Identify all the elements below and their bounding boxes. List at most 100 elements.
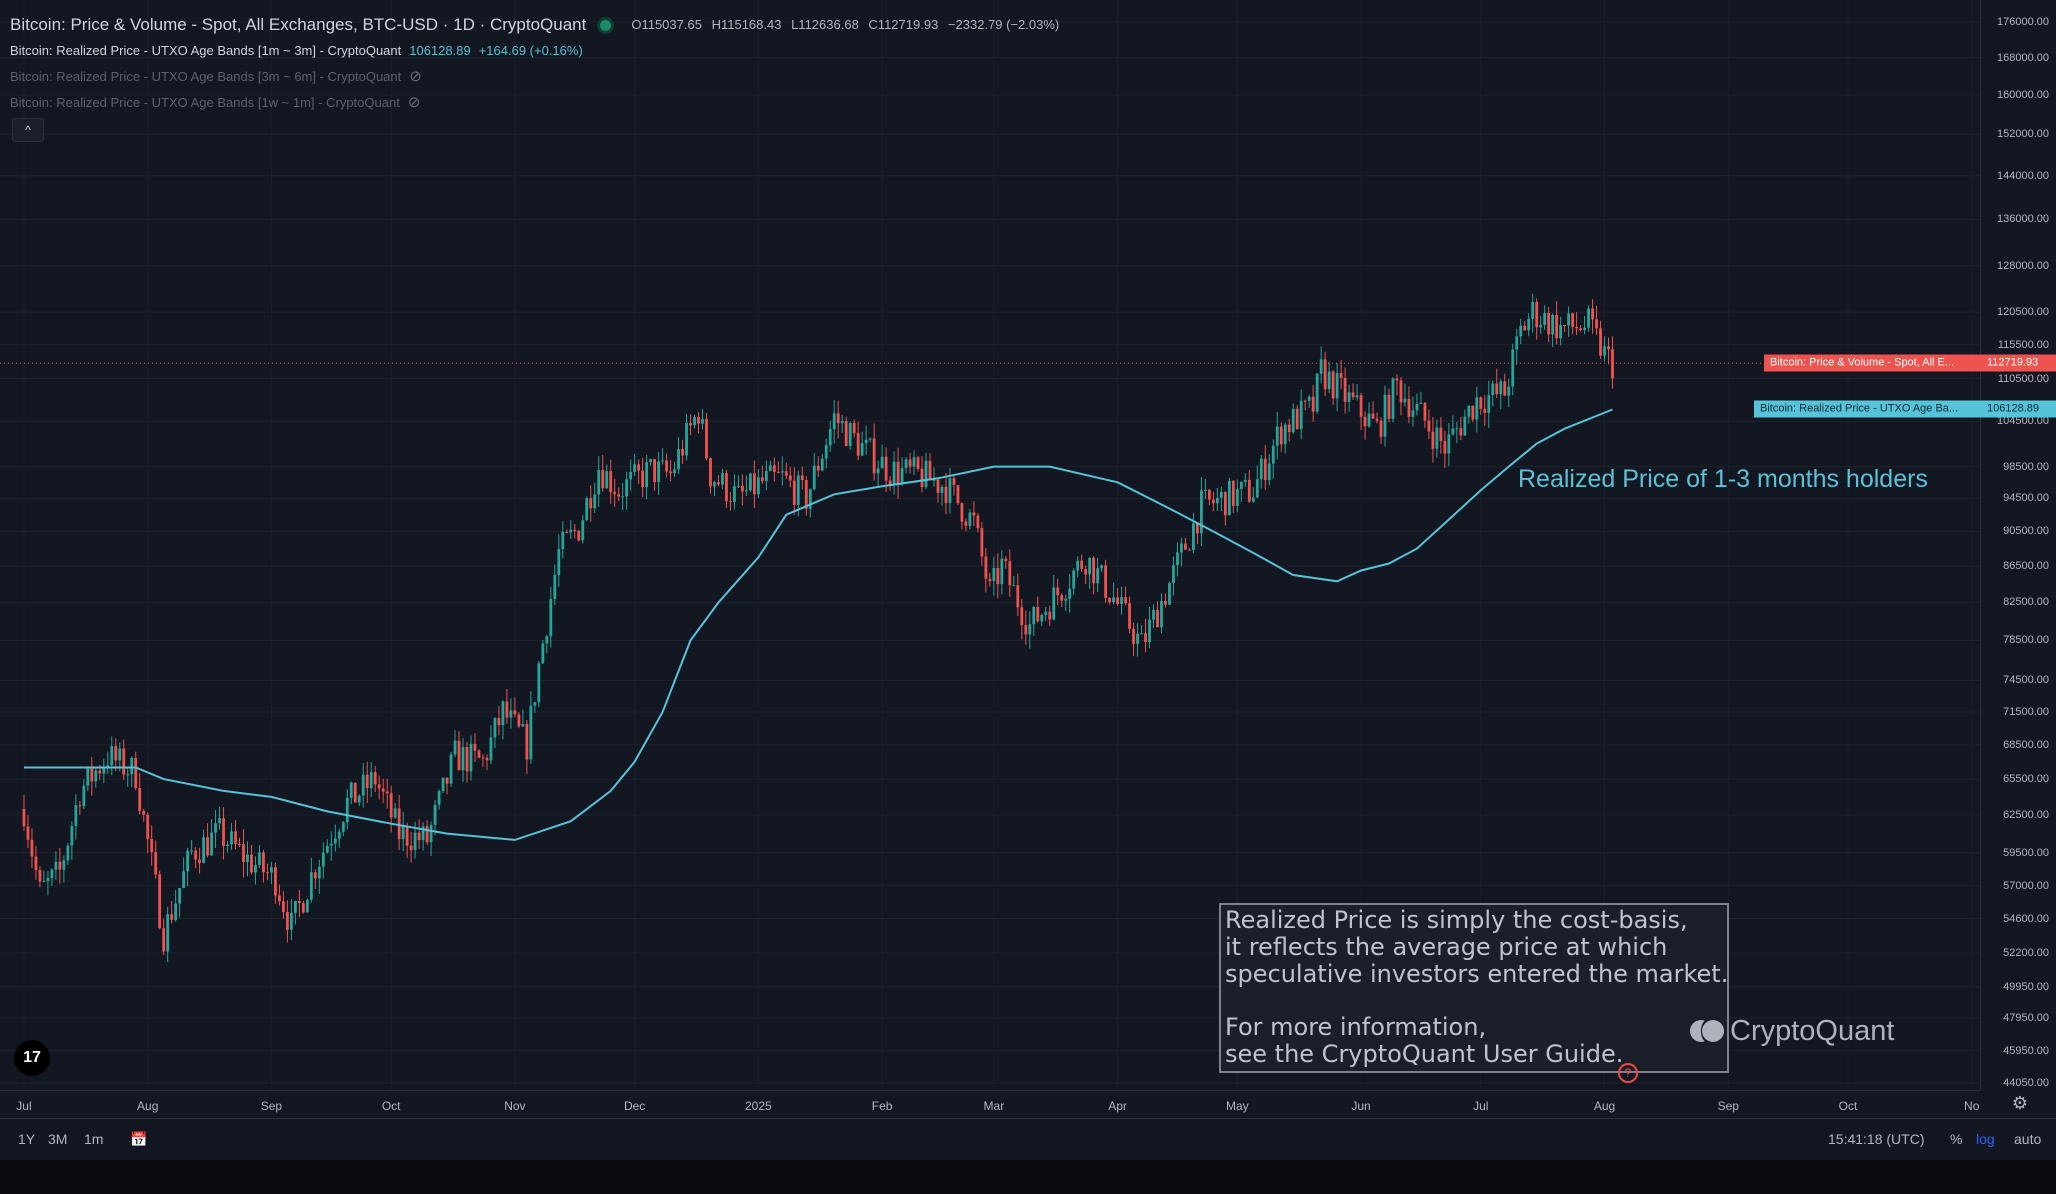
candle-body [1287, 424, 1291, 433]
time-tick-label: Apr [1108, 1099, 1127, 1113]
candle-body [972, 512, 976, 516]
range-3m-button[interactable]: 3M [48, 1131, 68, 1147]
info-icon[interactable]: ? [1618, 1063, 1638, 1083]
candle-body [54, 861, 58, 870]
candle-body [561, 532, 565, 550]
candle-body [1483, 408, 1487, 413]
candle-body [1048, 611, 1052, 620]
collapse-legend-button[interactable]: ^ [12, 118, 44, 142]
candle-body [194, 850, 197, 860]
candle-body [1563, 324, 1567, 326]
candle-body [106, 765, 110, 767]
candle-body [988, 578, 992, 582]
candle-body [1539, 324, 1543, 328]
info-line: Realized Price is simply the cost-basis, [1225, 906, 1688, 934]
candle-body [928, 460, 932, 481]
candle-body [713, 482, 716, 487]
candle-body [968, 512, 972, 526]
candle-body [345, 797, 349, 823]
candle-body [569, 529, 573, 533]
price-tick-label: 68500.00 [2003, 738, 2049, 751]
candle-body [948, 478, 952, 503]
price-series-tag-value: 112719.93 [1981, 354, 2056, 372]
range-1m-button[interactable]: 1m [84, 1131, 104, 1147]
candle-body [529, 705, 533, 760]
candle-body [860, 443, 864, 456]
candle-body [1064, 598, 1068, 601]
candle-body [1339, 373, 1343, 378]
candle-body [1096, 568, 1100, 584]
chart-svg[interactable] [0, 0, 1980, 1090]
candle-body [1188, 549, 1191, 551]
candle-body [944, 486, 948, 503]
candle-body [1299, 400, 1303, 430]
candle-body [677, 449, 680, 470]
realized-series-tag-label: Bitcoin: Realized Price - UTXO Age Ba... [1754, 400, 1981, 418]
candle-body [389, 793, 393, 818]
legend-title[interactable]: Bitcoin: Price & Volume - Spot, All Exch… [10, 15, 587, 34]
hidden-eye-icon[interactable]: ⊘ [409, 68, 422, 85]
candle-body [768, 465, 772, 471]
candle-body [1295, 408, 1299, 430]
candle-body [653, 459, 656, 482]
candle-body [573, 529, 577, 531]
calendar-icon[interactable]: 📅 [130, 1131, 148, 1147]
candle-body [46, 877, 50, 882]
candle-body [589, 498, 593, 509]
candle-body [246, 854, 249, 863]
range-1y-button[interactable]: 1Y [18, 1131, 36, 1147]
candle-body [142, 810, 146, 815]
candle-body [182, 871, 186, 888]
candle-body [1172, 565, 1175, 583]
candle-body [329, 843, 333, 846]
candle-body [1487, 395, 1491, 413]
candle-body [497, 718, 501, 726]
candle-body [1519, 325, 1523, 337]
candle-body [1223, 491, 1227, 516]
settings-icon[interactable]: ⚙ [2011, 1093, 2029, 1113]
candle-body [1459, 428, 1463, 436]
candle-body [1140, 633, 1143, 635]
ohlc-open: O115037.65 [631, 17, 702, 32]
log-toggle[interactable]: log [1976, 1131, 1995, 1147]
candle-body [1036, 607, 1040, 622]
legend-series3-row[interactable]: Bitcoin: Realized Price - UTXO Age Bands… [10, 90, 1059, 116]
candle-body [1044, 611, 1048, 615]
candle-body [565, 532, 569, 534]
candle-body [1116, 597, 1119, 605]
time-axis[interactable]: Jul Aug Sep Oct Nov Dec 2025 Feb Mar Apr May Jun Jul… [0, 1090, 1980, 1119]
candle-body [146, 814, 150, 840]
candle-body [737, 485, 740, 487]
candle-body [254, 864, 257, 873]
price-scale[interactable]: 176000.00 168000.00 160000.00 152000.00 1440… [1754, 0, 2056, 1090]
candle-body [1211, 499, 1215, 504]
candle-body [66, 845, 70, 861]
plot-area[interactable] [0, 0, 1980, 1090]
candle-body [1511, 349, 1515, 387]
candle-body [461, 747, 465, 771]
candle-body [293, 901, 297, 913]
candle-body [1204, 489, 1207, 491]
candle-body [545, 636, 549, 644]
series3-label: Bitcoin: Realized Price - UTXO Age Bands… [10, 95, 400, 110]
legend-series1-row[interactable]: Bitcoin: Realized Price - UTXO Age Bands… [10, 38, 1059, 64]
price-tick-label: 71500.00 [2003, 705, 2049, 718]
candle-body [756, 477, 760, 495]
hidden-eye-icon[interactable]: ⊘ [407, 94, 421, 111]
auto-toggle[interactable]: auto [2014, 1131, 2042, 1147]
candle-body [1443, 440, 1447, 454]
candle-body [1319, 359, 1323, 374]
legend-series2-row[interactable]: Bitcoin: Realized Price - UTXO Age Bands… [10, 64, 1059, 90]
candle-body [270, 867, 273, 873]
percent-toggle[interactable]: % [1950, 1131, 1963, 1147]
candle-body [381, 788, 385, 792]
candle-body [920, 468, 924, 488]
candle-body [465, 747, 469, 772]
candle-body [780, 471, 784, 473]
candle-body [792, 480, 796, 505]
ohlc-high: H115168.43 [711, 17, 782, 32]
candle-body [1016, 585, 1020, 608]
cryptoquant-logo-icon [1690, 1019, 1724, 1044]
tradingview-logo-icon[interactable]: 17 [14, 1040, 50, 1076]
candle-body [665, 460, 668, 472]
